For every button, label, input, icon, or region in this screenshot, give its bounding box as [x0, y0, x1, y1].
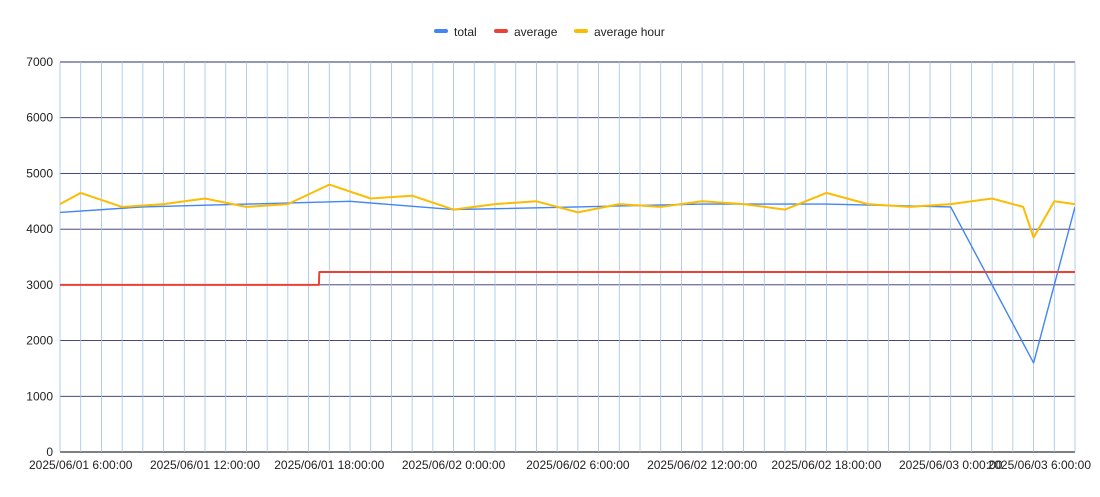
x-tick-label: 2025/06/02 12:00:00: [647, 458, 757, 472]
legend-swatch-average: [494, 29, 508, 33]
plot-area: [60, 183, 1075, 364]
x-tick-label: 2025/06/02 6:00:00: [526, 458, 630, 472]
y-gridlines: [60, 61, 1075, 453]
legend-label-average-hour: average hour: [594, 25, 665, 39]
x-tick-label: 2025/06/01 6:00:00: [29, 458, 133, 472]
x-gridlines: [59, 62, 1076, 452]
legend-swatch-average-hour: [574, 29, 588, 33]
y-tick-label: 2000: [26, 334, 53, 348]
x-tick-label: 2025/06/01 12:00:00: [150, 458, 260, 472]
series-line-average-hour: [60, 183, 1075, 239]
x-tick-label: 2025/06/03 0:00:00: [899, 458, 1003, 472]
x-tick-label: 2025/06/03 6:00:00: [988, 458, 1092, 472]
y-tick-label: 3000: [26, 278, 53, 292]
series-line-average: [60, 271, 1075, 286]
legend: total average average hour: [434, 25, 665, 39]
legend-swatch-total: [434, 29, 448, 33]
y-tick-label: 6000: [26, 111, 53, 125]
y-axis: 0 1000 2000 3000 4000 5000 6000 7000: [26, 55, 53, 459]
x-tick-label: 2025/06/02 18:00:00: [771, 458, 881, 472]
y-tick-label: 7000: [26, 55, 53, 69]
y-tick-label: 5000: [26, 166, 53, 180]
x-tick-label: 2025/06/01 18:00:00: [274, 458, 384, 472]
legend-label-average: average: [514, 25, 558, 39]
series-line-total: [60, 200, 1075, 364]
legend-label-total: total: [454, 25, 477, 39]
x-tick-label: 2025/06/02 0:00:00: [402, 458, 506, 472]
y-tick-label: 0: [46, 445, 53, 459]
y-tick-label: 4000: [26, 222, 53, 236]
x-axis: 2025/06/01 6:00:00 2025/06/01 12:00:00 202…: [29, 458, 1091, 472]
y-tick-label: 1000: [26, 389, 53, 403]
